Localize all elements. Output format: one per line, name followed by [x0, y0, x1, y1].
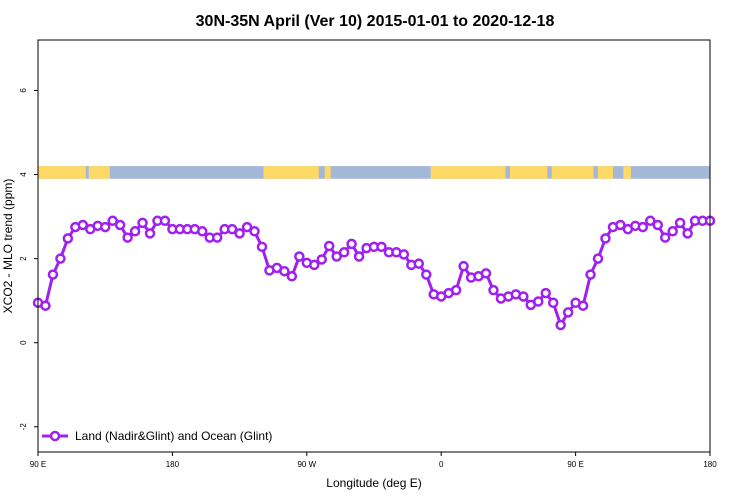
y-tick-label: 0: [19, 340, 28, 345]
data-point: [241, 221, 253, 233]
y-tick-label: 6: [19, 88, 28, 93]
land-segment: [551, 166, 594, 179]
data-point: [256, 241, 268, 253]
data-point: [458, 260, 469, 272]
y-axis-label: XCO2 - MLO trend (ppm): [1, 179, 15, 314]
data-point: [144, 228, 156, 239]
data-point: [682, 228, 693, 239]
data-point: [376, 241, 387, 253]
data-point: [309, 259, 320, 271]
data-point: [286, 271, 298, 282]
data-point: [346, 238, 357, 250]
data-point: [413, 258, 425, 269]
land-segment: [88, 166, 110, 179]
data-point: [547, 297, 559, 309]
data-point: [226, 223, 238, 235]
surface-band: [38, 166, 710, 179]
data-point: [77, 219, 89, 231]
y-axis: -2 0 2 4 6: [19, 88, 38, 431]
land-segment: [623, 166, 631, 179]
x-tick-label: 90 E: [30, 460, 46, 469]
data-point: [279, 265, 290, 277]
data-point: [652, 219, 663, 231]
data-point: [249, 226, 260, 237]
data-point: [421, 269, 432, 280]
data-point: [47, 269, 59, 280]
data-point: [659, 232, 671, 243]
data-point: [99, 221, 111, 233]
data-point: [122, 232, 133, 243]
data-point: [316, 254, 327, 265]
data-point: [592, 253, 604, 264]
data-point: [540, 287, 551, 299]
data-point: [40, 300, 51, 311]
data-point: [323, 240, 335, 252]
data-point: [234, 228, 245, 239]
x-tick-label: 0: [439, 460, 444, 469]
data-point: [114, 219, 126, 231]
data-point: [197, 226, 208, 237]
data-point: [137, 217, 148, 229]
x-tick-label: 90 E: [567, 460, 583, 469]
data-point: [645, 215, 656, 227]
plot-frame: [37, 39, 711, 453]
data-point: [338, 247, 350, 258]
plot-area: [32, 39, 716, 453]
land-segment: [38, 166, 86, 179]
data-point: [562, 307, 574, 318]
data-point: [331, 251, 342, 262]
data-point: [480, 268, 492, 279]
legend: Land (Nadir&Glint) and Ocean (Glint): [42, 429, 272, 443]
data-point: [55, 253, 66, 264]
data-point: [294, 251, 305, 262]
land-segment: [324, 166, 331, 179]
data-point: [674, 217, 686, 229]
data-point: [129, 226, 141, 237]
legend-marker: [49, 430, 61, 442]
land-segment: [263, 166, 319, 179]
data-point: [211, 232, 223, 243]
data-point: [667, 226, 678, 237]
data-point: [398, 249, 410, 260]
data-point: [637, 221, 649, 233]
data-point: [577, 300, 589, 311]
x-axis-label: Longitude (deg E): [326, 476, 421, 490]
y-tick-label: 2: [19, 256, 28, 261]
y-tick-label: -2: [19, 423, 28, 431]
data-point: [488, 284, 499, 296]
data-point: [62, 233, 74, 244]
land-segment: [430, 166, 506, 179]
data-point: [107, 215, 118, 227]
land-segment: [598, 166, 613, 179]
y-tick-label: 4: [19, 172, 28, 177]
data-point: [615, 219, 626, 231]
x-tick-label: 180: [703, 460, 717, 469]
legend-label: Land (Nadir&Glint) and Ocean (Glint): [75, 429, 272, 443]
data-point: [450, 284, 462, 296]
series-land-ocean: [32, 215, 716, 331]
data-point: [555, 319, 566, 331]
chart-title: 30N-35N April (Ver 10) 2015-01-01 to 202…: [196, 13, 555, 30]
data-point: [518, 291, 529, 302]
x-tick-label: 90 W: [297, 460, 316, 469]
x-tick-label: 180: [166, 460, 180, 469]
data-point: [159, 215, 171, 227]
land-segment: [509, 166, 548, 179]
x-axis: 90 E 180 90 W 0 90 E 180: [30, 452, 717, 469]
data-point: [533, 296, 544, 307]
data-point: [600, 233, 611, 244]
data-point: [585, 269, 596, 280]
data-point: [353, 251, 365, 262]
